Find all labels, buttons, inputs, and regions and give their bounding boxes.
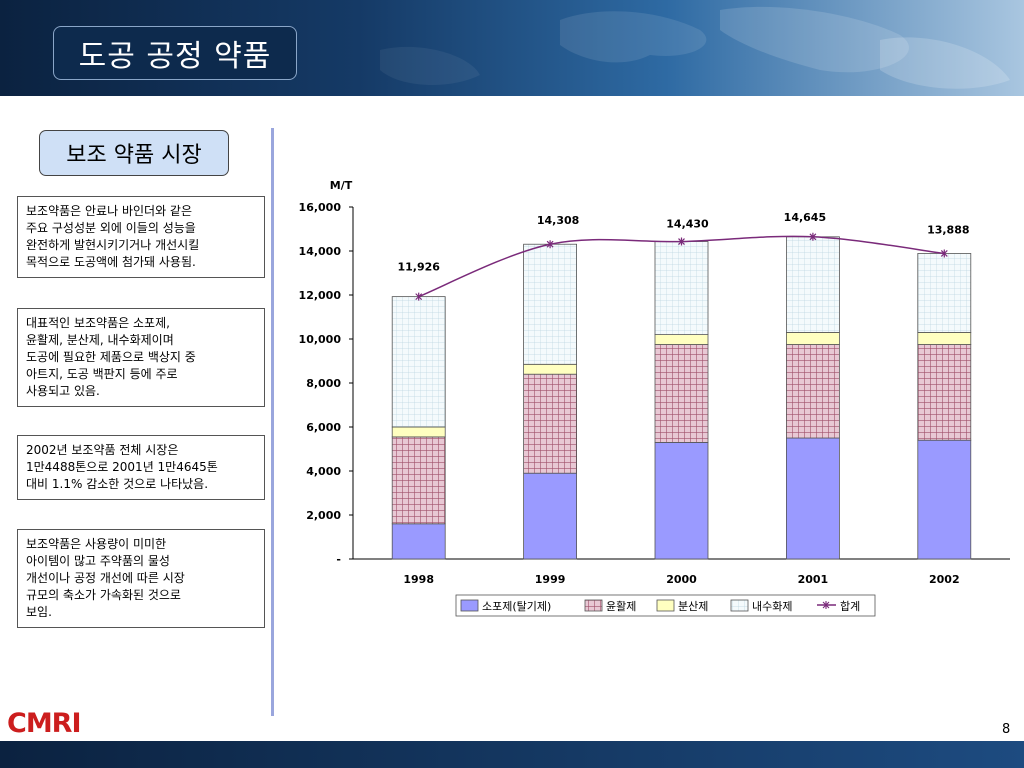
bar-segment-3 <box>786 236 840 333</box>
bar-segment-0 <box>391 523 446 560</box>
total-point-marker <box>415 292 423 301</box>
bar-segment-3 <box>391 296 446 428</box>
legend-label: 윤활제 <box>606 599 636 613</box>
y-tick-label: 16,000 <box>299 201 342 214</box>
legend-item-0: 소포제(탈기제) <box>460 599 551 613</box>
bar-segment-1 <box>391 436 446 525</box>
y-tick-label: 4,000 <box>306 465 341 478</box>
y-tick-label: 12,000 <box>299 289 342 302</box>
y-tick-label: 2,000 <box>306 509 341 522</box>
bar-segment-3 <box>917 253 972 333</box>
legend-label: 분산제 <box>678 600 708 613</box>
legend-item-2: 분산제 <box>656 599 708 613</box>
world-map-decoration <box>380 6 1010 89</box>
legend-label: 내수화제 <box>752 600 792 613</box>
bar-segment-2 <box>523 363 577 375</box>
total-value-label: 14,430 <box>666 218 709 231</box>
legend-label: 합계 <box>840 600 860 613</box>
total-value-label: 13,888 <box>927 223 969 236</box>
bar-segment-2 <box>786 331 840 345</box>
x-tick-label: 1998 <box>403 573 434 586</box>
legend-item-1: 윤활제 <box>584 599 636 613</box>
total-point-marker <box>940 249 948 258</box>
bar-segment-1 <box>654 344 709 443</box>
legend-label: 소포제(탈기제) <box>482 600 551 613</box>
bar-segment-0 <box>917 439 972 560</box>
bar-segment-0 <box>654 441 709 560</box>
bar-segment-2 <box>654 334 709 345</box>
bar-segment-2 <box>917 331 972 345</box>
total-value-label: 14,645 <box>784 211 826 224</box>
note-box-1: 보조약품은 안료나 바인더와 같은 주요 구성성분 외에 이들의 성능을 완전하… <box>17 196 265 278</box>
x-tick-label: 1999 <box>535 573 566 586</box>
page-number: 8 <box>1002 722 1011 737</box>
section-label: 보조 약품 시장 <box>39 130 229 176</box>
total-point-marker <box>809 232 817 241</box>
y-tick-label: - <box>336 553 341 566</box>
legend-item-4: 합계 <box>817 600 860 613</box>
x-tick-label: 2001 <box>798 573 829 586</box>
note-box-2: 대표적인 보조약품은 소포제, 윤활제, 분산제, 내수화제이며 도공에 필요한… <box>17 308 265 407</box>
x-tick-label: 2002 <box>929 573 960 586</box>
bar-segment-0 <box>786 437 840 560</box>
footer-bar <box>0 741 1024 768</box>
y-tick-label: 6,000 <box>306 421 341 434</box>
bar-segment-1 <box>523 373 577 474</box>
x-tick-label: 2000 <box>666 573 697 586</box>
vertical-divider <box>271 128 274 716</box>
note-box-3: 2002년 보조약품 전체 시장은 1만4488톤으로 2001년 1만4645… <box>17 435 265 500</box>
bar-segment-3 <box>523 243 577 365</box>
note-box-4: 보조약품은 사용량이 미미한 아이템이 많고 주약품의 물성 개선이나 공정 개… <box>17 529 265 628</box>
bar-segment-0 <box>523 472 577 560</box>
total-value-label: 11,926 <box>397 261 440 274</box>
legend-item-3: 내수화제 <box>730 599 792 613</box>
y-tick-label: 8,000 <box>306 377 341 390</box>
y-tick-label: 14,000 <box>299 245 342 258</box>
total-point-marker <box>678 237 685 246</box>
bar-segment-2 <box>391 426 446 438</box>
y-tick-label: 10,000 <box>299 333 342 346</box>
bar-segment-3 <box>654 241 709 335</box>
total-point-marker <box>546 240 554 249</box>
cmri-logo: CMRI <box>7 708 82 739</box>
y-axis-unit-label: M/T <box>330 179 353 192</box>
total-value-label: 14,308 <box>537 214 579 227</box>
bar-segment-1 <box>786 344 840 439</box>
bar-segment-1 <box>917 344 972 441</box>
page-title: 도공 공정 약품 <box>53 26 297 80</box>
